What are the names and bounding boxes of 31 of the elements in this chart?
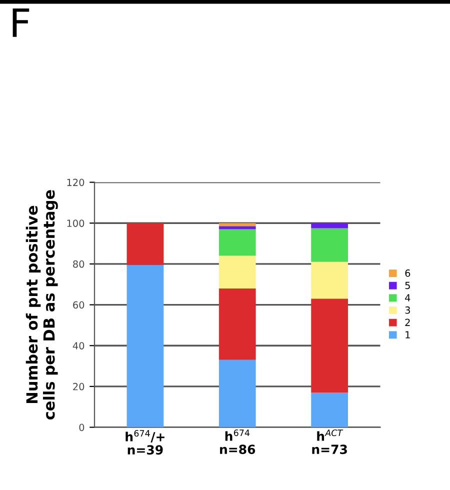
- text: F: [12, 8, 30, 37]
- legend-label: 4: [405, 294, 410, 302]
- legend-label: 2: [405, 318, 410, 326]
- legend-label: 3: [405, 306, 410, 314]
- bar: [126, 264, 164, 428]
- legend-label: 6: [405, 269, 410, 277]
- x-tick-label: h$^{674}$ n=86: [220, 429, 256, 454]
- bar: [311, 298, 348, 393]
- bar: [311, 223, 348, 228]
- bar: [218, 223, 256, 226]
- bar: [311, 392, 348, 428]
- legend-label: 5: [405, 282, 410, 290]
- y-tick-label: 40: [72, 342, 84, 350]
- y-tick-label: 100: [67, 220, 84, 227]
- bar: [218, 256, 256, 288]
- y-tick-label: 20: [73, 382, 84, 390]
- x-tick-label: h$^{674}$/+ n=39: [126, 430, 164, 455]
- bar: [218, 226, 256, 230]
- bar: [218, 360, 256, 428]
- y-tick-label: 120: [67, 178, 84, 186]
- bar: [311, 228, 348, 262]
- bar: [218, 229, 256, 256]
- legend-label: 1: [406, 331, 410, 338]
- x-tick-label: h$^{ACT}$ n=73: [312, 429, 347, 454]
- y-tick-label: 0: [79, 424, 84, 432]
- bar: [311, 262, 348, 299]
- y-axis-title: Number of pnt positive cells per DB as percentage: [26, 190, 58, 420]
- bar: [126, 223, 164, 265]
- y-tick-label: 80: [73, 260, 84, 268]
- y-tick-label: 60: [73, 301, 84, 309]
- bar: [218, 288, 256, 360]
